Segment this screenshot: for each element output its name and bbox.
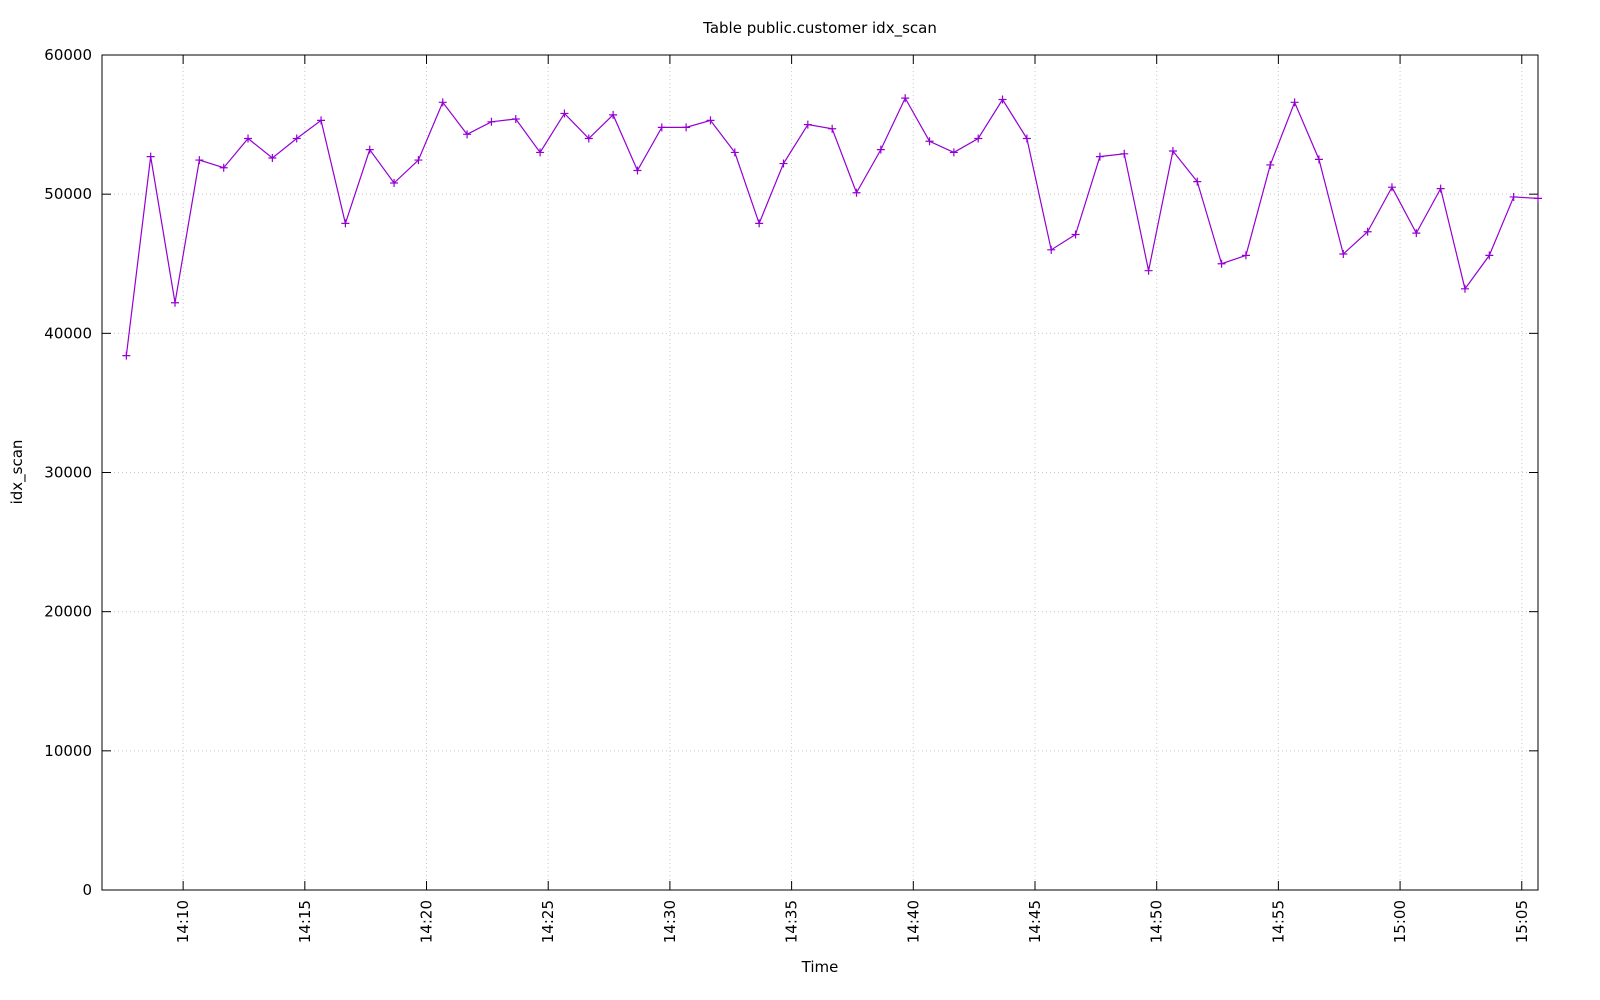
point: [390, 179, 399, 188]
point: [268, 153, 277, 162]
point: [511, 115, 520, 124]
point: [1022, 134, 1031, 143]
y-tick-label: 10000: [44, 742, 92, 760]
x-tick-label: 14:35: [783, 900, 801, 943]
x-tick-label: 14:20: [418, 900, 436, 943]
x-tick-label: 15:00: [1391, 900, 1409, 943]
point: [852, 188, 861, 197]
point: [536, 148, 545, 157]
point: [901, 94, 910, 103]
point: [1144, 266, 1153, 275]
point: [414, 156, 423, 165]
point: [1534, 194, 1542, 203]
y-tick-label: 20000: [44, 603, 92, 621]
x-tick-label: 14:50: [1148, 900, 1166, 943]
point: [876, 145, 885, 154]
point: [487, 117, 496, 126]
y-tick-label: 40000: [44, 324, 92, 342]
point: [122, 351, 131, 360]
point: [1339, 250, 1348, 259]
y-tick-label: 0: [82, 881, 92, 899]
point: [1509, 192, 1518, 201]
point: [1485, 251, 1494, 260]
x-tick-label: 15:05: [1513, 900, 1531, 943]
point: [609, 110, 618, 119]
point: [682, 123, 691, 132]
point: [1387, 183, 1396, 192]
point: [657, 123, 666, 132]
y-tick-label: 60000: [44, 46, 92, 64]
point: [244, 134, 253, 143]
point: [949, 148, 958, 157]
point: [317, 116, 326, 125]
point: [438, 98, 447, 107]
point: [1266, 160, 1275, 169]
point: [1314, 155, 1323, 164]
point: [706, 116, 715, 125]
x-tick-label: 14:55: [1269, 900, 1287, 943]
point: [171, 298, 180, 307]
point: [998, 95, 1007, 104]
series-line: [125, 96, 1539, 356]
point: [1168, 147, 1177, 156]
x-tick-label: 14:10: [174, 900, 192, 943]
y-axis-title: idx_scan: [8, 440, 27, 505]
x-tick-label: 14:15: [296, 900, 314, 943]
x-axis-title: Time: [801, 958, 839, 976]
point: [341, 219, 350, 228]
point: [974, 134, 983, 143]
point: [1217, 259, 1226, 268]
point: [1120, 149, 1129, 158]
point: [195, 156, 204, 165]
plot-frame: [101, 54, 1539, 891]
point: [1290, 98, 1299, 107]
point: [779, 159, 788, 168]
point: [1047, 245, 1056, 254]
point: [584, 134, 593, 143]
point: [146, 152, 155, 161]
x-tick-label: 14:25: [539, 900, 557, 943]
point: [1193, 177, 1202, 186]
point: [560, 109, 569, 118]
chart-title: Table public.customer idx_scan: [702, 19, 937, 38]
point: [1241, 251, 1250, 260]
point: [803, 120, 812, 129]
y-tick-label: 30000: [44, 464, 92, 482]
point: [633, 166, 642, 175]
point: [1095, 152, 1104, 161]
point: [463, 130, 472, 139]
x-tick-label: 14:40: [904, 900, 922, 943]
point: [219, 163, 228, 172]
point: [1460, 284, 1469, 293]
point: [1436, 184, 1445, 193]
point: [292, 134, 301, 143]
point: [1071, 230, 1080, 239]
point: [1412, 229, 1421, 238]
point: [1363, 227, 1372, 236]
y-tick-label: 50000: [44, 185, 92, 203]
point: [828, 124, 837, 133]
point: [365, 145, 374, 154]
point: [730, 148, 739, 157]
point: [755, 219, 764, 228]
x-tick-label: 14:45: [1026, 900, 1044, 943]
x-tick-label: 14:30: [661, 900, 679, 943]
point: [925, 137, 934, 146]
